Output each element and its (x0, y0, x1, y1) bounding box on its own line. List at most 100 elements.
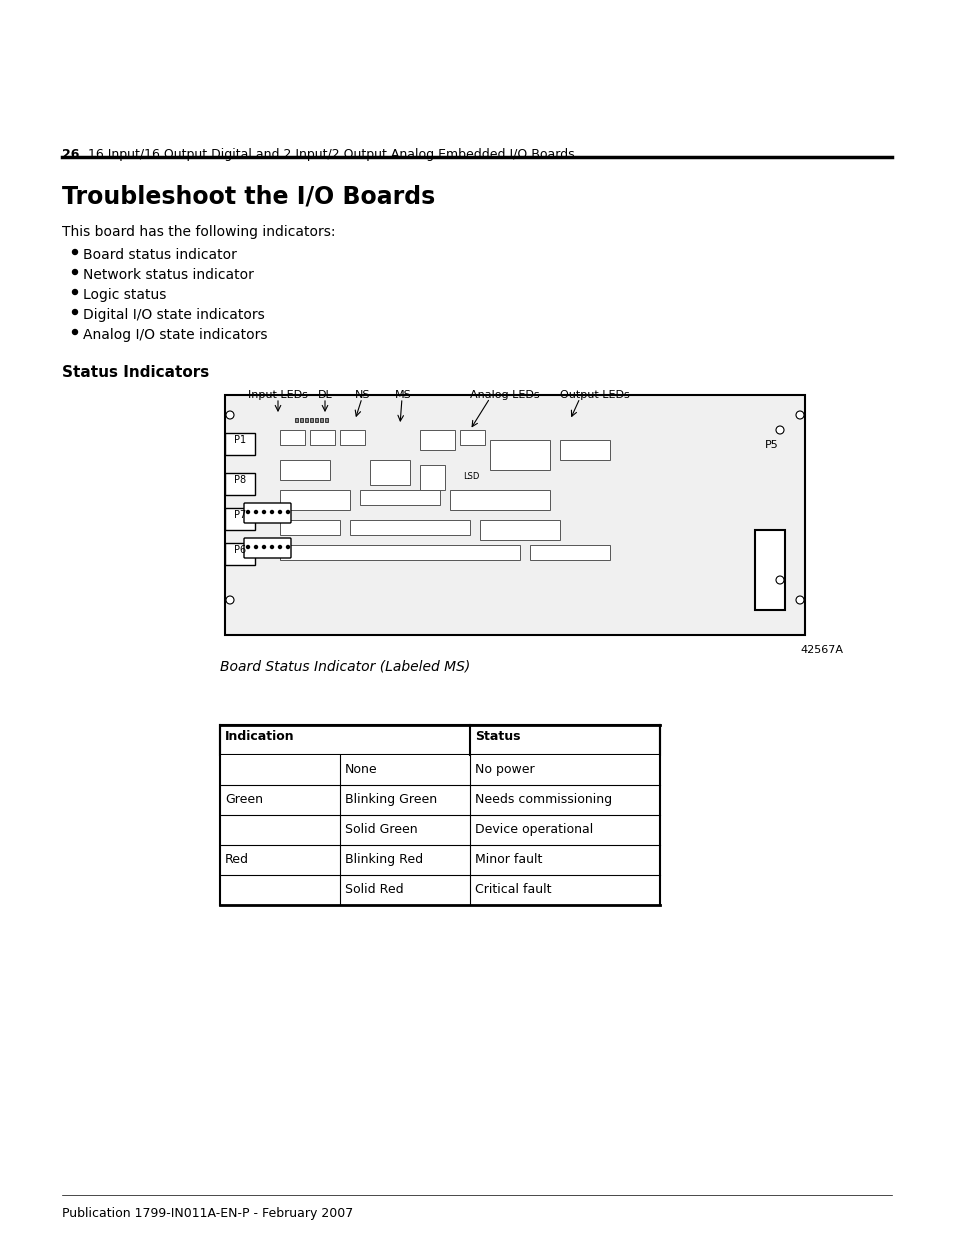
Bar (220, 815, 659, 845)
Circle shape (226, 411, 233, 419)
Bar (310, 417, 313, 422)
Text: Blinking Green: Blinking Green (345, 793, 436, 806)
Text: Indication: Indication (225, 730, 294, 743)
Bar (479, 520, 559, 540)
Text: Troubleshoot the I/O Boards: Troubleshoot the I/O Boards (62, 185, 435, 209)
Bar (450, 490, 550, 510)
Text: P1: P1 (233, 435, 246, 445)
Bar (220, 755, 659, 785)
Text: Solid Green: Solid Green (345, 823, 417, 836)
Circle shape (72, 269, 77, 274)
Bar (314, 417, 317, 422)
Bar (225, 508, 254, 530)
Bar (280, 459, 330, 480)
Bar (225, 433, 254, 454)
Text: None: None (345, 763, 377, 776)
Bar (325, 417, 328, 422)
Circle shape (254, 546, 257, 548)
Bar (490, 440, 550, 471)
Text: NS: NS (355, 390, 370, 400)
Text: Network status indicator: Network status indicator (83, 268, 253, 282)
Bar (339, 430, 365, 445)
Circle shape (775, 426, 783, 433)
Circle shape (72, 289, 77, 294)
Bar (220, 845, 659, 876)
Text: P7: P7 (233, 510, 246, 520)
Circle shape (795, 597, 803, 604)
Text: Status: Status (475, 730, 520, 743)
Bar (294, 417, 297, 422)
Text: Digital I/O state indicators: Digital I/O state indicators (83, 308, 265, 322)
Bar (225, 395, 804, 635)
Text: Logic status: Logic status (83, 288, 166, 303)
Circle shape (278, 510, 281, 514)
FancyBboxPatch shape (244, 538, 291, 558)
Bar (220, 785, 659, 815)
Circle shape (72, 249, 77, 254)
Text: This board has the following indicators:: This board has the following indicators: (62, 225, 335, 240)
Bar (359, 490, 439, 505)
Circle shape (254, 510, 257, 514)
Circle shape (286, 510, 289, 514)
Text: Device operational: Device operational (475, 823, 593, 836)
Bar (530, 545, 609, 559)
Circle shape (72, 330, 77, 335)
Circle shape (271, 546, 274, 548)
Text: Green: Green (225, 793, 263, 806)
Text: No power: No power (475, 763, 534, 776)
Circle shape (72, 310, 77, 315)
Bar (225, 473, 254, 495)
Circle shape (278, 546, 281, 548)
Text: Analog LEDs: Analog LEDs (470, 390, 539, 400)
Text: LSD: LSD (462, 472, 478, 480)
Text: Critical fault: Critical fault (475, 883, 551, 897)
Text: Solid Red: Solid Red (345, 883, 403, 897)
Text: DL: DL (317, 390, 333, 400)
Bar (280, 520, 339, 535)
Bar (299, 417, 303, 422)
Bar (225, 543, 254, 564)
Bar (419, 430, 455, 450)
Text: Board Status Indicator (Labeled MS): Board Status Indicator (Labeled MS) (220, 659, 470, 674)
Bar (370, 459, 410, 485)
Circle shape (262, 546, 265, 548)
Text: P8: P8 (233, 475, 246, 485)
Bar (280, 545, 519, 559)
Bar (310, 430, 335, 445)
Text: Analog I/O state indicators: Analog I/O state indicators (83, 329, 267, 342)
Text: 42567A: 42567A (800, 645, 842, 655)
Text: MS: MS (395, 390, 412, 400)
Bar (220, 876, 659, 905)
Text: Blinking Red: Blinking Red (345, 853, 423, 866)
Circle shape (226, 597, 233, 604)
Text: Needs commissioning: Needs commissioning (475, 793, 612, 806)
Text: Red: Red (225, 853, 249, 866)
Circle shape (246, 510, 250, 514)
Text: Publication 1799-IN011A-EN-P - February 2007: Publication 1799-IN011A-EN-P - February … (62, 1207, 353, 1220)
Circle shape (262, 510, 265, 514)
Text: Input LEDs: Input LEDs (248, 390, 308, 400)
Text: P6: P6 (233, 545, 246, 555)
Bar (220, 725, 659, 755)
Bar (280, 430, 305, 445)
Text: Output LEDs: Output LEDs (559, 390, 629, 400)
Circle shape (775, 576, 783, 584)
Text: 16 Input/16 Output Digital and 2 Input/2 Output Analog Embedded I/O Boards: 16 Input/16 Output Digital and 2 Input/2… (88, 148, 574, 161)
Text: 26: 26 (62, 148, 79, 161)
Text: Minor fault: Minor fault (475, 853, 542, 866)
Bar (419, 466, 444, 490)
Text: Board status indicator: Board status indicator (83, 248, 236, 262)
Circle shape (795, 411, 803, 419)
Circle shape (286, 546, 289, 548)
Text: P5: P5 (764, 440, 778, 450)
Bar (280, 490, 350, 510)
Bar (350, 520, 470, 535)
Bar (754, 530, 784, 610)
Bar (559, 440, 609, 459)
Bar (319, 417, 323, 422)
Circle shape (246, 546, 250, 548)
FancyBboxPatch shape (244, 503, 291, 522)
Text: Status Indicators: Status Indicators (62, 366, 209, 380)
Bar (305, 417, 308, 422)
Circle shape (271, 510, 274, 514)
